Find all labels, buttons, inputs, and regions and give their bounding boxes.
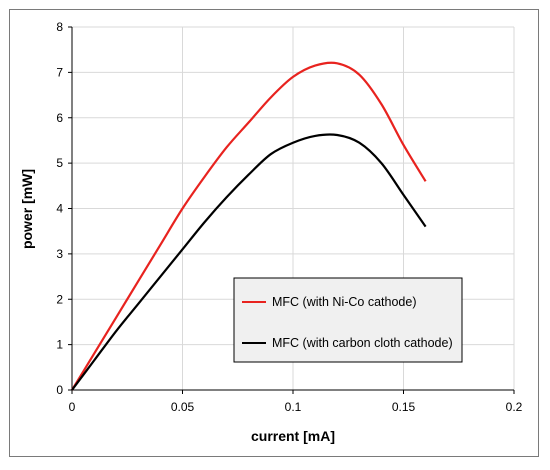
y-tick-label: 3 xyxy=(56,247,63,261)
y-tick-label: 5 xyxy=(56,156,63,170)
x-tick-label: 0.05 xyxy=(171,400,195,414)
legend-label-carbon-cloth: MFC (with carbon cloth cathode) xyxy=(272,336,453,350)
chart-frame xyxy=(9,9,539,457)
legend-box xyxy=(233,277,463,363)
x-tick-label: 0 xyxy=(69,400,76,414)
series-line-ni-co xyxy=(71,61,427,391)
x-tick-label: 0.2 xyxy=(506,400,523,414)
y-tick-label: 8 xyxy=(56,20,63,34)
x-tick-label: 0.15 xyxy=(392,400,416,414)
axes xyxy=(68,26,515,394)
x-axis-title: current [mA] xyxy=(251,428,335,444)
series-line-carbon-cloth xyxy=(71,133,427,391)
x-tick-label: 0.1 xyxy=(285,400,302,414)
y-tick-label: 2 xyxy=(56,292,63,306)
y-tick-label: 0 xyxy=(56,383,63,397)
legend-label-ni-co: MFC (with Ni-Co cathode) xyxy=(272,295,416,309)
y-tick-label: 7 xyxy=(56,65,63,79)
y-tick-label: 4 xyxy=(56,202,63,216)
data-series xyxy=(71,61,427,391)
y-axis-title: power [mW] xyxy=(19,169,35,249)
legend: MFC (with Ni-Co cathode) MFC (with carbo… xyxy=(233,277,463,363)
tick-labels: 0 1 2 3 4 5 6 7 8 0 0.05 0.1 0.15 0.2 xyxy=(56,20,522,414)
y-tick-label: 1 xyxy=(56,338,63,352)
y-tick-label: 6 xyxy=(56,111,63,125)
